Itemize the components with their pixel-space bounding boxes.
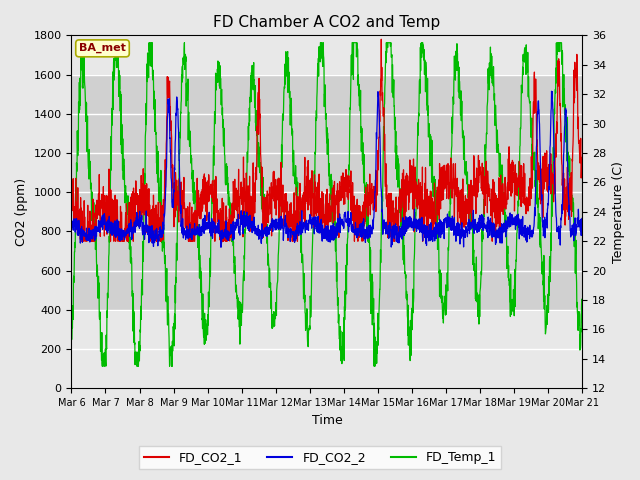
Bar xyxy=(72,74,582,310)
X-axis label: Time: Time xyxy=(312,414,342,427)
Title: FD Chamber A CO2 and Temp: FD Chamber A CO2 and Temp xyxy=(213,15,440,30)
Text: BA_met: BA_met xyxy=(79,43,126,53)
Y-axis label: Temperature (C): Temperature (C) xyxy=(612,161,625,263)
Y-axis label: CO2 (ppm): CO2 (ppm) xyxy=(15,178,28,246)
Legend: FD_CO2_1, FD_CO2_2, FD_Temp_1: FD_CO2_1, FD_CO2_2, FD_Temp_1 xyxy=(139,446,501,469)
